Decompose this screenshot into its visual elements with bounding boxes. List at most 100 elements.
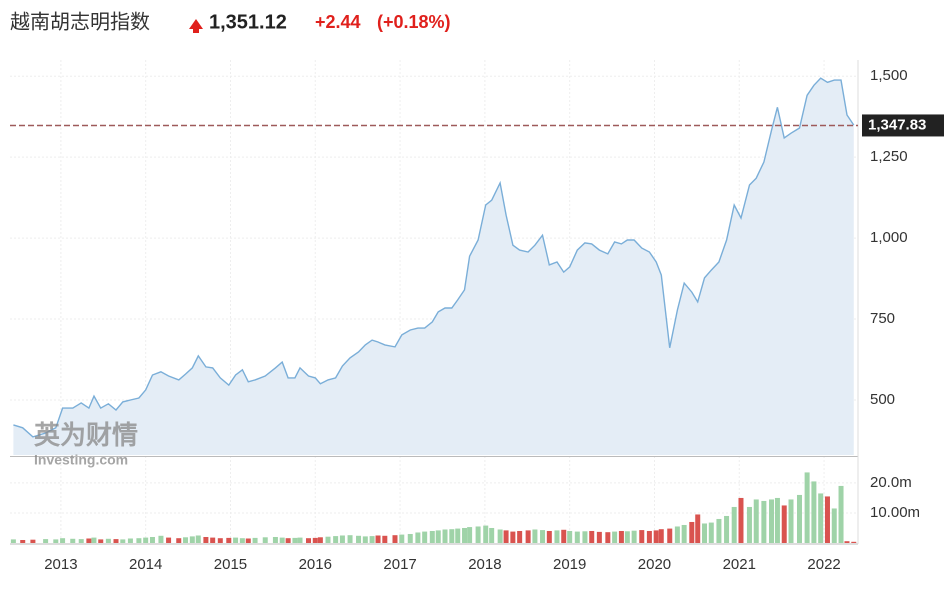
volume-bar [681,524,687,543]
volume-bar [392,535,398,543]
volume-bar [818,493,824,543]
x-tick-label: 2018 [468,556,501,573]
plot: 2013 2014 2015 2016 2017 2018 2019 2020 2021 2022… [10,60,944,573]
volume-bar [731,506,737,543]
last-price-box [862,114,944,137]
volume-bar [369,536,375,543]
volume-bar [689,521,695,543]
volume-bar [631,530,637,543]
volume-bar [489,527,495,543]
volume-bar [708,522,714,543]
volume-bar [43,539,49,543]
volume-bar [407,533,413,543]
volume-bar [503,530,509,543]
volume-bar [838,485,844,543]
volume-bar [292,537,298,543]
volume-bar [851,541,857,543]
volume-bar [462,527,468,543]
volume-bar [674,526,680,543]
volume-bar [347,535,353,543]
watermark-site: Investing.com [34,452,128,468]
volume-bar [356,535,362,543]
volume-bar [325,536,331,543]
x-tick-label: 2014 [129,556,162,573]
volume-bar [497,529,503,543]
volume-bar [761,500,767,543]
volume-bar [546,530,552,543]
volume-bar [183,537,189,543]
volume-bar [667,528,673,543]
volume-bar [226,537,232,543]
volume-bar [788,499,794,543]
volume-bar [305,538,311,543]
volume-bar [70,538,76,543]
volume-bar [811,481,817,543]
up-arrow [189,19,203,33]
volume-bar [589,530,595,543]
y-tick-label: 1,250 [870,148,908,165]
volume-bar [517,530,523,543]
volume-bar [189,536,195,543]
y-tick-label: 750 [870,310,895,327]
x-tick-label: 2019 [553,556,586,573]
x-tick-label: 2021 [723,556,756,573]
volume-bar [624,531,630,543]
y2-tick-label: 10.00m [870,504,920,521]
price: 1,351.12 [209,11,287,33]
volume-bar [605,532,611,543]
volume-bar [804,472,810,543]
volume-bar [596,531,602,543]
volume-bar [20,539,26,543]
volume-bar [136,538,142,543]
volume-bar [781,505,787,543]
volume-bar [285,538,291,543]
price-area [13,78,854,455]
volume-bar [166,537,172,543]
volume-bar [127,538,133,543]
index-title: 越南胡志明指数 [10,10,150,33]
volume-bar [53,539,59,543]
volume-bar [113,539,119,543]
x-tick-label: 2015 [214,556,247,573]
volume-bar [831,508,837,543]
volume-bar [774,497,780,543]
volume-bar [86,538,92,543]
y2-tick-label: 20.0m [870,474,912,491]
volume-bar [561,529,567,543]
x-tick-label: 2013 [44,556,77,573]
x-tick-label: 2022 [807,556,840,573]
volume-bar [467,527,473,543]
volume-bar [60,538,66,543]
volume-bar [195,535,201,543]
volume-bar [30,539,36,543]
volume-bar [567,530,573,543]
volume-bar [532,529,538,543]
volume-bar [574,531,580,543]
volume-bar [233,537,239,543]
volume-bar [738,497,744,543]
x-tick-label: 2020 [638,556,671,573]
volume-bar [362,536,368,543]
volume-bar [540,530,546,543]
volume-bar [435,530,441,543]
volume-bar [297,537,303,543]
volume-bar [510,531,516,543]
volume-bar [415,532,421,543]
volume-bar [554,530,560,543]
volume-bar [639,530,645,543]
volume-bar [217,538,223,543]
volume-bar [317,537,323,543]
volume-bar [339,535,345,543]
volume-bar [10,539,16,543]
volume-bar [769,499,775,543]
volume-bar [272,536,278,543]
volume-bar [210,537,216,543]
volume-bar [582,531,588,543]
volume-bar [653,530,659,543]
volume-bar [382,535,388,543]
volume-bar [702,523,708,543]
volume-bar [149,536,155,543]
volume-bar [695,514,701,543]
change: +2.44 [315,12,361,32]
